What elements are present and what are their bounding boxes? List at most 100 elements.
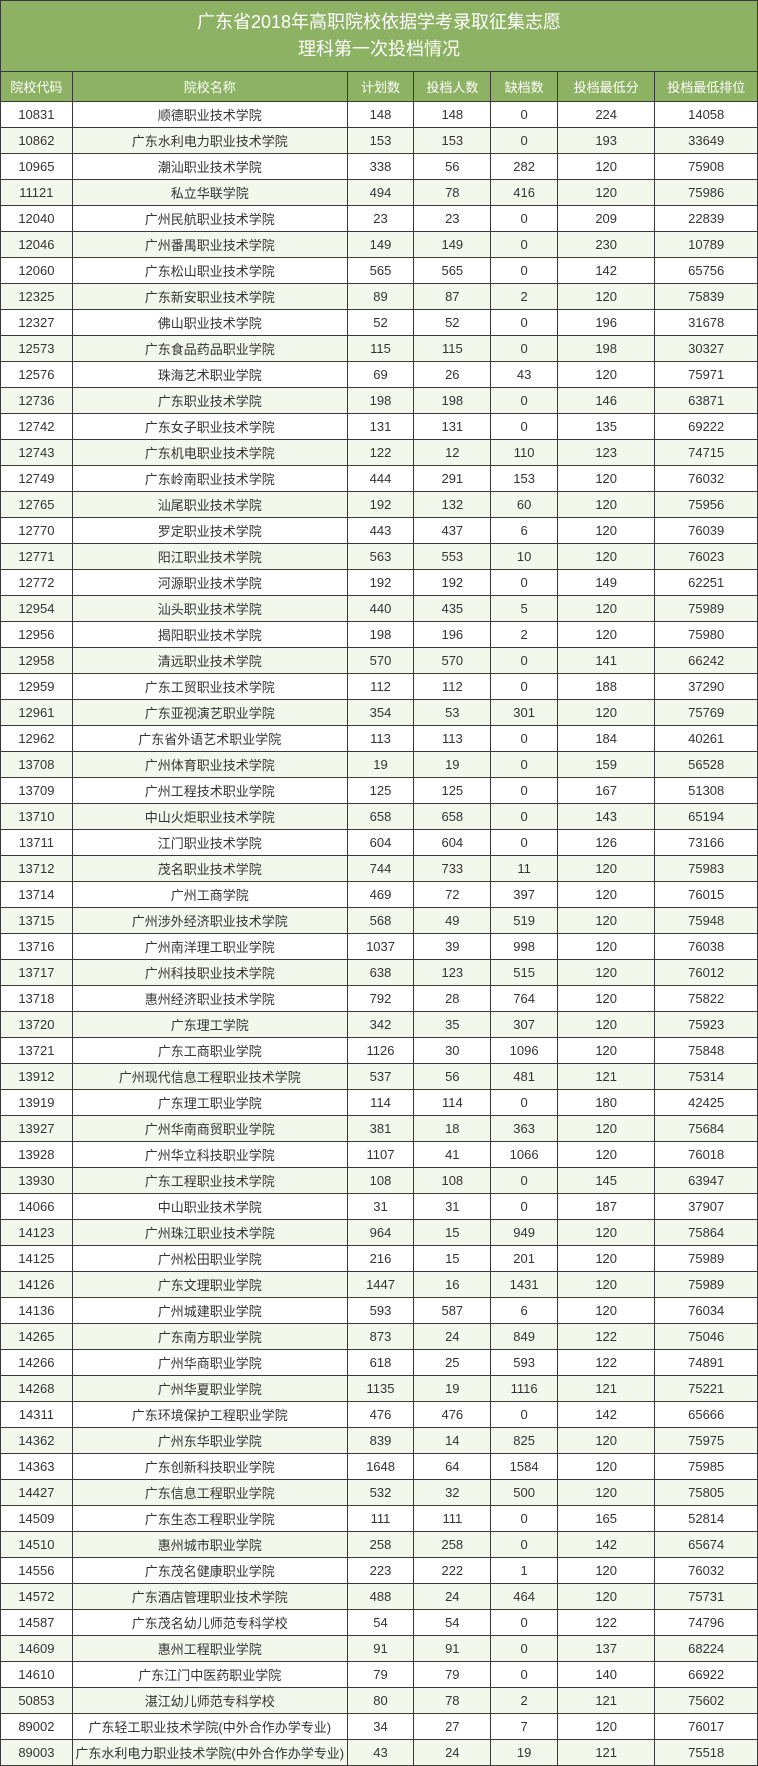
- cell-name: 广东机电职业技术学院: [72, 440, 347, 466]
- cell-plan: 1447: [347, 1272, 414, 1298]
- cell-minscore: 120: [557, 518, 654, 544]
- cell-shortfall: 1116: [491, 1376, 558, 1402]
- cell-minscore: 121: [557, 1740, 654, 1766]
- cell-minscore: 120: [557, 1584, 654, 1610]
- cell-plan: 342: [347, 1012, 414, 1038]
- cell-minrank: 75908: [655, 154, 758, 180]
- cell-minscore: 142: [557, 1402, 654, 1428]
- cell-code: 12742: [1, 414, 73, 440]
- cell-shortfall: 0: [491, 336, 558, 362]
- cell-minscore: 196: [557, 310, 654, 336]
- table-row: 12046广州番禺职业技术学院149149023010789: [1, 232, 758, 258]
- cell-name: 广东亚视演艺职业学院: [72, 700, 347, 726]
- cell-minscore: 120: [557, 908, 654, 934]
- cell-plan: 658: [347, 804, 414, 830]
- cell-minrank: 75822: [655, 986, 758, 1012]
- cell-shortfall: 416: [491, 180, 558, 206]
- cell-minrank: 52814: [655, 1506, 758, 1532]
- title-line2: 理科第一次投档情况: [1, 36, 757, 63]
- cell-code: 12770: [1, 518, 73, 544]
- cell-filed: 32: [414, 1480, 491, 1506]
- table-row: 13930广东工程职业技术学院108108014563947: [1, 1168, 758, 1194]
- cell-filed: 258: [414, 1532, 491, 1558]
- table-row: 14126广东文理职业学院144716143112075989: [1, 1272, 758, 1298]
- cell-filed: 587: [414, 1298, 491, 1324]
- table-row: 10831顺德职业技术学院148148022414058: [1, 102, 758, 128]
- cell-code: 12736: [1, 388, 73, 414]
- cell-plan: 52: [347, 310, 414, 336]
- cell-name: 广东创新科技职业学院: [72, 1454, 347, 1480]
- cell-shortfall: 0: [491, 1662, 558, 1688]
- cell-name: 广东理工学院: [72, 1012, 347, 1038]
- cell-shortfall: 2: [491, 1688, 558, 1714]
- cell-code: 13709: [1, 778, 73, 804]
- cell-code: 12576: [1, 362, 73, 388]
- table-row: 12060广东松山职业技术学院565565014265756: [1, 258, 758, 284]
- cell-filed: 570: [414, 648, 491, 674]
- cell-shortfall: 60: [491, 492, 558, 518]
- cell-shortfall: 0: [491, 258, 558, 284]
- cell-shortfall: 0: [491, 778, 558, 804]
- cell-filed: 19: [414, 1376, 491, 1402]
- cell-code: 14427: [1, 1480, 73, 1506]
- cell-shortfall: 481: [491, 1064, 558, 1090]
- cell-minrank: 73166: [655, 830, 758, 856]
- cell-minscore: 145: [557, 1168, 654, 1194]
- cell-minrank: 76039: [655, 518, 758, 544]
- cell-plan: 744: [347, 856, 414, 882]
- cell-filed: 131: [414, 414, 491, 440]
- cell-filed: 56: [414, 154, 491, 180]
- cell-minscore: 120: [557, 986, 654, 1012]
- cell-shortfall: 949: [491, 1220, 558, 1246]
- cell-plan: 113: [347, 726, 414, 752]
- cell-shortfall: 11: [491, 856, 558, 882]
- cell-plan: 149: [347, 232, 414, 258]
- cell-minscore: 120: [557, 882, 654, 908]
- cell-code: 14572: [1, 1584, 73, 1610]
- cell-minrank: 75684: [655, 1116, 758, 1142]
- title-line1: 广东省2018年高职院校依据学考录取征集志愿: [1, 9, 757, 36]
- cell-minrank: 31678: [655, 310, 758, 336]
- table-row: 13708广州体育职业技术学院1919015956528: [1, 752, 758, 778]
- cell-code: 89003: [1, 1740, 73, 1766]
- cell-shortfall: 1584: [491, 1454, 558, 1480]
- cell-plan: 440: [347, 596, 414, 622]
- cell-plan: 111: [347, 1506, 414, 1532]
- cell-code: 14610: [1, 1662, 73, 1688]
- cell-name: 广东新安职业技术学院: [72, 284, 347, 310]
- cell-name: 广东省外语艺术职业学院: [72, 726, 347, 752]
- table-row: 12772河源职业技术学院192192014962251: [1, 570, 758, 596]
- header-filed: 投档人数: [414, 72, 491, 102]
- table-row: 12771阳江职业技术学院5635531012076023: [1, 544, 758, 570]
- cell-plan: 565: [347, 258, 414, 284]
- cell-code: 12743: [1, 440, 73, 466]
- cell-shortfall: 0: [491, 674, 558, 700]
- table-row: 14266广州华商职业学院6182559312274891: [1, 1350, 758, 1376]
- table-row: 14572广东酒店管理职业技术学院4882446412075731: [1, 1584, 758, 1610]
- cell-filed: 435: [414, 596, 491, 622]
- cell-code: 13712: [1, 856, 73, 882]
- cell-name: 广州东华职业学院: [72, 1428, 347, 1454]
- cell-filed: 24: [414, 1740, 491, 1766]
- cell-filed: 123: [414, 960, 491, 986]
- cell-shortfall: 1: [491, 1558, 558, 1584]
- cell-name: 顺德职业技术学院: [72, 102, 347, 128]
- cell-minrank: 22839: [655, 206, 758, 232]
- cell-minrank: 65756: [655, 258, 758, 284]
- cell-minrank: 76023: [655, 544, 758, 570]
- cell-minrank: 65674: [655, 1532, 758, 1558]
- cell-name: 广东南方职业学院: [72, 1324, 347, 1350]
- table-row: 89002广东轻工职业技术学院(中外合作办学专业)3427712076017: [1, 1714, 758, 1740]
- cell-shortfall: 1066: [491, 1142, 558, 1168]
- cell-filed: 148: [414, 102, 491, 128]
- cell-code: 12765: [1, 492, 73, 518]
- cell-shortfall: 19: [491, 1740, 558, 1766]
- cell-filed: 192: [414, 570, 491, 596]
- cell-minscore: 123: [557, 440, 654, 466]
- cell-minscore: 120: [557, 622, 654, 648]
- cell-name: 惠州工程职业学院: [72, 1636, 347, 1662]
- cell-name: 潮汕职业技术学院: [72, 154, 347, 180]
- cell-minrank: 75975: [655, 1428, 758, 1454]
- cell-code: 13919: [1, 1090, 73, 1116]
- cell-name: 广州南洋理工职业学院: [72, 934, 347, 960]
